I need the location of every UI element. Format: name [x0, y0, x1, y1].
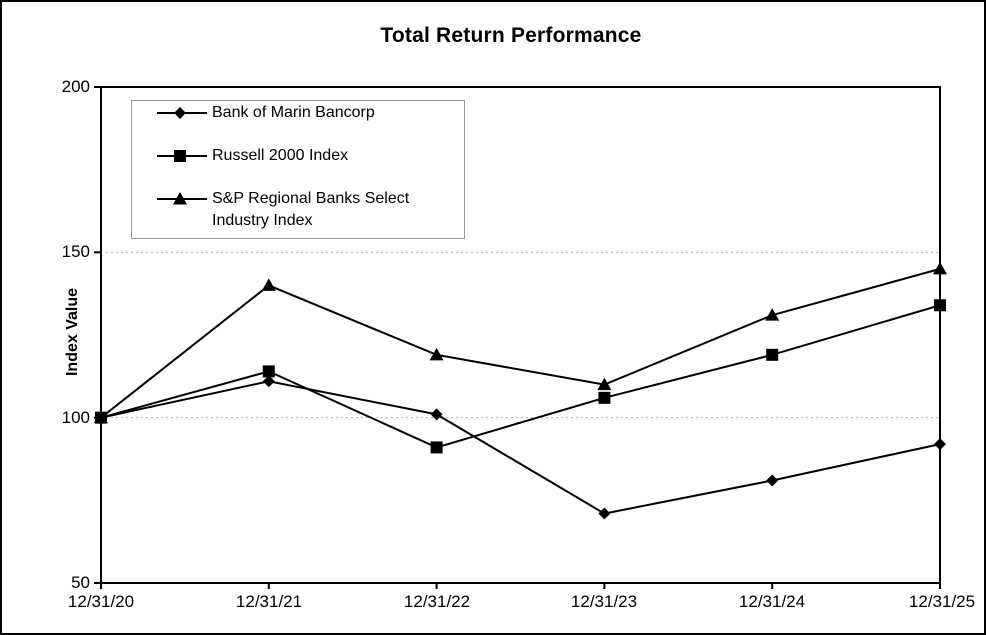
y-tick-label-200: 200: [61, 77, 90, 96]
y-axis-title: Index Value: [64, 287, 81, 377]
square-marker-russell-2000-index: [430, 441, 443, 454]
legend-item-bank-of-marin-bancorp: Bank of Marin Bancorp: [157, 102, 458, 124]
x-tick-label-1: 12/31/21: [235, 592, 303, 611]
x-tick-label-0: 12/31/20: [67, 592, 135, 611]
plot-border: [100, 86, 941, 584]
diamond-marker-bank-of-marin-bancorp: [598, 507, 611, 520]
square-marker-russell-2000-index: [598, 391, 611, 404]
triangle-marker-swatch-icon: [157, 192, 207, 205]
y-tick-label-100: 100: [61, 408, 90, 427]
triangle-marker-s-p-regional-banks-select-industry-index: [765, 308, 780, 321]
triangle-marker-s-p-regional-banks-select-industry-index: [933, 261, 947, 275]
diamond-marker-bank-of-marin-bancorp: [262, 375, 275, 388]
y-tick-label-150: 150: [61, 242, 90, 261]
diamond-marker-swatch-icon: [157, 107, 207, 119]
series-line-s-p-regional-banks-select-industry-index: [100, 267, 941, 419]
chart-title: Total Return Performance: [380, 24, 642, 47]
x-tick-label-4: 12/31/24: [738, 592, 806, 611]
legend-label: Russell 2000 Index: [212, 147, 349, 164]
diamond-marker-bank-of-marin-bancorp: [430, 408, 443, 421]
square-marker-swatch-icon: [157, 150, 207, 162]
diamond-marker-bank-of-marin-bancorp: [934, 438, 946, 451]
square-marker-russell-2000-index: [262, 365, 275, 378]
square-marker-russell-2000-index: [934, 299, 946, 312]
x-tick-label-2: 12/31/22: [403, 592, 471, 611]
x-tick-label-3: 12/31/23: [570, 592, 638, 611]
x-tick-label-5: 12/31/25: [908, 592, 976, 611]
diamond-icon: [174, 107, 186, 119]
series-line-russell-2000-index: [100, 304, 941, 449]
triangle-marker-s-p-regional-banks-select-industry-index: [261, 278, 276, 291]
legend-item-russell-2000-index: Russell 2000 Index: [157, 145, 458, 167]
diamond-marker-bank-of-marin-bancorp: [766, 474, 779, 487]
triangle-marker-s-p-regional-banks-select-industry-index: [429, 347, 444, 361]
y-tick-label-50: 50: [71, 573, 90, 592]
legend-label: S&P Regional Banks Select Industry Index: [212, 190, 410, 229]
square-icon: [174, 150, 186, 162]
triangle-icon: [173, 192, 187, 205]
square-marker-russell-2000-index: [766, 348, 779, 361]
legend-item-sp-regional-banks-select-industry-index: S&P Regional Banks Select Industry Index: [157, 188, 458, 232]
legend: Bank of Marin Bancorp Russell 2000 Index…: [131, 100, 465, 239]
triangle-marker-s-p-regional-banks-select-industry-index: [94, 410, 108, 424]
triangle-marker-s-p-regional-banks-select-industry-index: [597, 377, 612, 391]
legend-label: Bank of Marin Bancorp: [212, 104, 375, 121]
series-line-bank-of-marin-bancorp: [100, 380, 941, 515]
